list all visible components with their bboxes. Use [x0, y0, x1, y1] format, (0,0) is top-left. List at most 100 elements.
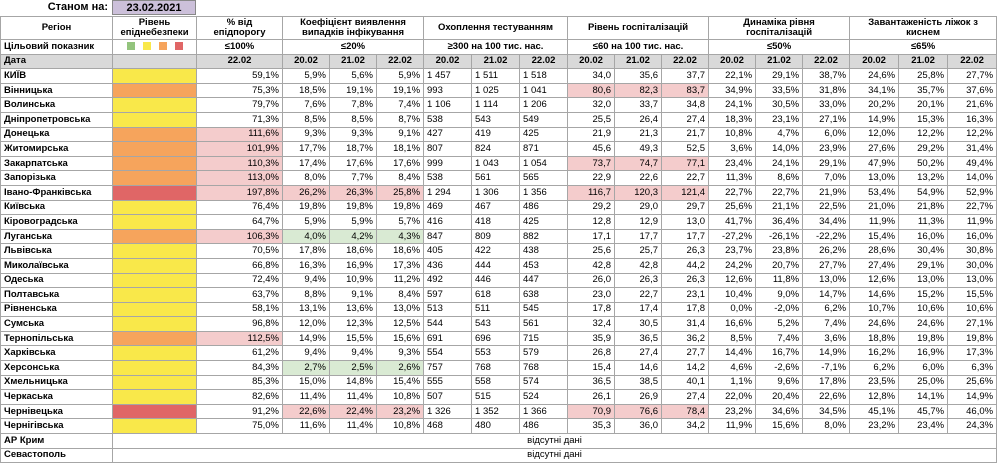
value-cell: 14,8% [329, 374, 377, 391]
level-cell [112, 97, 197, 113]
value-cell: 22,6% [282, 403, 330, 420]
value-cell: 515 [471, 389, 521, 405]
target-cell: ≤65% [849, 39, 998, 55]
value-cell: 6,2% [849, 360, 900, 376]
value-cell: 9,4% [282, 272, 330, 289]
value-cell: 12,8 [567, 214, 616, 230]
value-cell: 21,3 [614, 126, 663, 143]
value-cell: -27,2% [708, 228, 757, 245]
region-row: Запорізька 113,0% 8,0% 7,7% 8,4% 538 561 565 22,… [0, 170, 998, 186]
value-cell: 85,3% [196, 374, 283, 391]
value-cell: 22,5% [802, 199, 851, 216]
value-cell: 1 294 [423, 184, 473, 201]
value-cell: 10,4% [708, 287, 757, 303]
region-name: Донецька [0, 126, 113, 143]
value-cell: 19,8% [947, 330, 998, 347]
level-cell [112, 243, 197, 259]
value-cell: 597 [423, 287, 473, 303]
date-cell: 21.02 [898, 53, 949, 70]
value-cell: 84,3% [196, 360, 283, 376]
region-name: Кіровоградська [0, 214, 113, 230]
region-row: Чернігівська 75,0% 11,6% 11,4% 10,8% 468 480 48… [0, 418, 998, 435]
region-name: Житомирська [0, 141, 113, 157]
value-cell: 8,6% [755, 170, 804, 186]
value-cell: 23,7% [708, 243, 757, 259]
value-cell: 24,6% [849, 68, 900, 84]
value-cell: 24,6% [849, 316, 900, 332]
value-cell: 20,7% [755, 257, 804, 274]
region-name: Дніпропетровська [0, 111, 113, 128]
value-cell: 17,8 [661, 301, 710, 318]
region-row: Черкаська 82,6% 11,4% 11,4% 10,8% 507 515 524 26… [0, 389, 998, 405]
value-cell: 17,7 [614, 228, 663, 245]
column-header: Регіон [0, 16, 113, 40]
value-cell: 29,1% [755, 68, 804, 84]
value-cell: 15,5% [329, 330, 377, 347]
value-cell: 11,4% [329, 389, 377, 405]
value-cell: 31,4% [947, 141, 998, 157]
value-cell: 16,0% [947, 228, 998, 245]
value-cell: 13,6% [329, 301, 377, 318]
value-cell: 82,6% [196, 389, 283, 405]
value-cell: 49,4% [947, 155, 998, 172]
value-cell: 8,4% [375, 287, 425, 303]
value-cell: 2,5% [329, 360, 377, 376]
region-name: Вінницька [0, 82, 113, 99]
value-cell: 638 [519, 287, 569, 303]
value-cell: 543 [471, 316, 521, 332]
value-cell: 14,4% [708, 345, 757, 362]
value-cell: 14,9% [282, 330, 330, 347]
value-cell: 36,0 [614, 418, 663, 435]
value-cell: 17,1 [567, 228, 616, 245]
value-cell: 22,0% [708, 389, 757, 405]
value-cell: 17,8% [282, 243, 330, 259]
value-cell: 7,4% [375, 97, 425, 113]
value-cell: 26,3 [614, 272, 663, 289]
value-cell: 807 [423, 141, 473, 157]
region-row: Київська 76,4% 19,8% 19,8% 19,8% 469 467 486 29,… [0, 199, 998, 216]
target-cell: ≤20% [281, 39, 425, 55]
region-name: Тернопільська [0, 330, 113, 347]
value-cell: 7,6% [282, 97, 330, 113]
value-cell: 13,1% [282, 301, 330, 318]
region-name: Черкаська [0, 389, 113, 405]
region-row: Миколаївська 66,8% 16,3% 16,9% 17,3% 436 444 45… [0, 257, 998, 274]
region-name: Рівненська [0, 301, 113, 318]
column-header: Завантаженість ліжок з киснем [849, 16, 998, 40]
value-cell: 10,8% [708, 126, 757, 143]
value-cell: 21,6% [947, 97, 998, 113]
value-cell: 17,8% [802, 374, 851, 391]
value-cell: 15,6% [375, 330, 425, 347]
date-cell: 21.02 [329, 53, 377, 70]
region-name: Запорізька [0, 170, 113, 186]
region-name: Закарпатська [0, 155, 113, 172]
value-cell: -2,0% [755, 301, 804, 318]
value-cell: 30,5% [755, 97, 804, 113]
region-row: Сумська 96,8% 12,0% 12,3% 12,5% 544 543 561 32,4… [0, 316, 998, 332]
value-cell: 64,7% [196, 214, 283, 230]
level-cell [112, 111, 197, 128]
value-cell: 29,1% [898, 257, 949, 274]
region-name: Одеська [0, 272, 113, 289]
value-cell: 197,8% [196, 184, 283, 201]
value-cell: 467 [471, 199, 521, 216]
value-cell: 9,0% [755, 287, 804, 303]
value-cell: 17,7 [661, 228, 710, 245]
value-cell: 11,9% [708, 418, 757, 435]
value-cell: 22,1% [708, 68, 757, 84]
value-cell: 42,8 [614, 257, 663, 274]
value-cell: 14,6% [849, 287, 900, 303]
value-cell: 14,2 [661, 360, 710, 376]
value-cell: 22,7% [755, 184, 804, 201]
value-cell: 24,1% [708, 97, 757, 113]
level-cell [112, 374, 197, 391]
value-cell: 0,0% [708, 301, 757, 318]
value-cell: 21,8% [898, 199, 949, 216]
value-cell: 73,7 [567, 155, 616, 172]
value-cell: 23,8% [755, 243, 804, 259]
value-cell: 42,8 [567, 257, 616, 274]
value-cell: 14,7% [802, 287, 851, 303]
value-cell: 76,6 [614, 403, 663, 420]
value-cell: 757 [423, 360, 473, 376]
value-cell: 16,2% [849, 345, 900, 362]
